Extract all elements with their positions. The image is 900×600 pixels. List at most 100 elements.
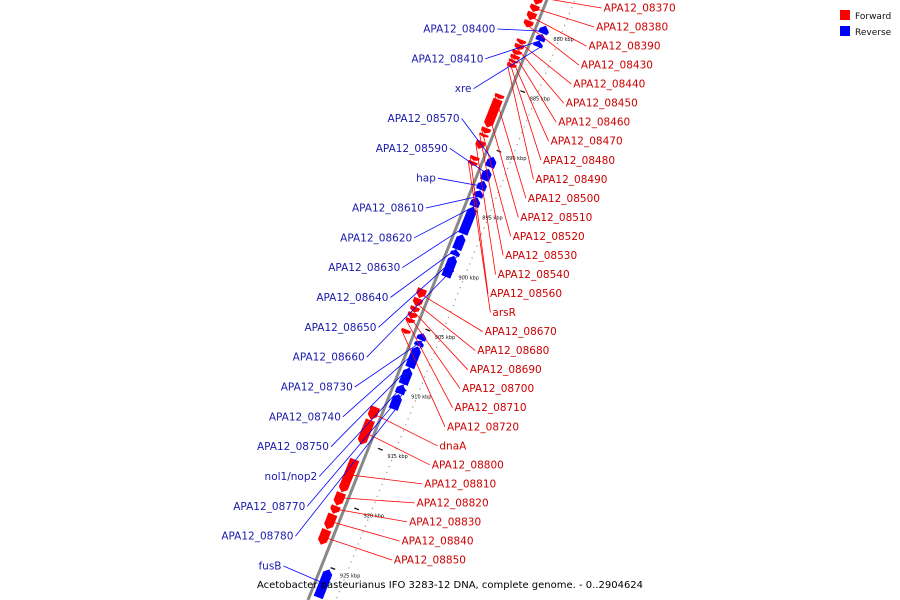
gene-label-apa12-08430[interactable]: APA12_08430	[581, 60, 653, 72]
gene-label-nol1-nop2[interactable]: nol1/nop2	[265, 471, 318, 483]
gene-label-apa12-08830[interactable]: APA12_08830	[409, 516, 481, 528]
gene-arrow-apa12-08370[interactable]	[533, 0, 545, 5]
gene-arrow-apa12-08530[interactable]	[479, 132, 489, 138]
gene-label-apa12-08660[interactable]: APA12_08660	[293, 352, 365, 364]
gene-label-apa12-08400[interactable]: APA12_08400	[423, 24, 495, 36]
gene-label-apa12-08530[interactable]: APA12_08530	[505, 250, 577, 262]
gene-label-hap[interactable]: hap	[416, 173, 436, 185]
gene-label-apa12-08540[interactable]: APA12_08540	[498, 269, 570, 281]
gene-label-apa12-08630[interactable]: APA12_08630	[328, 262, 400, 274]
gene-label-apa12-08620[interactable]: APA12_08620	[340, 232, 412, 244]
gene-label-apa12-08370[interactable]: APA12_08370	[604, 3, 676, 15]
gene-label-apa12-08440[interactable]: APA12_08440	[573, 79, 645, 91]
gene-arrow-apa12-08670[interactable]	[416, 287, 428, 298]
gene-label-apa12-08720[interactable]: APA12_08720	[447, 421, 519, 433]
scale-dot	[459, 287, 461, 289]
gene-label-apa12-08780[interactable]: APA12_08780	[221, 531, 293, 543]
scale-dot	[336, 597, 338, 599]
label-leader	[401, 329, 446, 427]
gene-arrow-apa12-08400[interactable]	[538, 25, 549, 36]
gene-label-apa12-08850[interactable]: APA12_08850	[394, 555, 466, 567]
scale-dot	[367, 519, 369, 521]
gene-label-fusb[interactable]: fusB	[258, 561, 281, 573]
scale-dot	[485, 221, 488, 223]
gene-arrow-apa12-08660[interactable]	[441, 255, 458, 279]
gene-label-xre[interactable]: xre	[455, 83, 472, 95]
gene-arrow-apa12-08730[interactable]	[416, 333, 427, 342]
gene-label-apa12-08560[interactable]: APA12_08560	[490, 288, 562, 300]
gene-label-apa12-08820[interactable]: APA12_08820	[417, 497, 489, 509]
gene-label-apa12-08450[interactable]: APA12_08450	[566, 98, 638, 110]
gene-arrow-apa12-08680[interactable]	[412, 296, 424, 307]
scale-dot	[414, 400, 416, 402]
tick-label: 885 kbp	[530, 97, 550, 103]
gene-label-apa12-08610[interactable]: APA12_08610	[352, 203, 424, 215]
gene-label-apa12-08770[interactable]: APA12_08770	[233, 501, 305, 513]
gene-label-apa12-08670[interactable]: APA12_08670	[485, 326, 557, 338]
label-leader	[416, 291, 484, 332]
gene-label-apa12-08740[interactable]: APA12_08740	[269, 411, 341, 423]
gene-label-apa12-08380[interactable]: APA12_08380	[596, 22, 668, 34]
gene-arrow-apa12-08770[interactable]	[394, 384, 406, 396]
gene-arrow-apa12-08820[interactable]	[333, 491, 346, 506]
gene-arrow-apa12-08520[interactable]	[481, 126, 492, 134]
scale-dot	[514, 149, 516, 152]
gene-label-apa12-08640[interactable]: APA12_08640	[316, 292, 388, 304]
scale-dot	[561, 30, 563, 33]
gene-labels: APA12_08370 APA12_08380 APA12_08390 APA12_0…	[221, 3, 675, 573]
gene-arrow-apa12-08560[interactable]	[469, 154, 480, 161]
scale-dot	[388, 465, 390, 468]
gene-arrow-apa12-08700[interactable]	[407, 311, 418, 319]
gene-arrow-apa12-08430[interactable]	[523, 19, 534, 28]
scale-dot	[530, 108, 533, 110]
gene-label-apa12-08570[interactable]: APA12_08570	[388, 113, 460, 125]
gene-label-apa12-08680[interactable]: APA12_08680	[477, 345, 549, 357]
gene-label-apa12-08470[interactable]: APA12_08470	[551, 136, 623, 148]
gene-label-arsr[interactable]: arsR	[492, 307, 516, 319]
gene-arrow-apa12-08500[interactable]	[494, 92, 505, 99]
gene-label-apa12-08460[interactable]: APA12_08460	[558, 117, 630, 129]
label-leader	[529, 6, 595, 28]
gene-label-apa12-08840[interactable]: APA12_08840	[402, 536, 474, 548]
gene-label-apa12-08700[interactable]: APA12_08700	[462, 383, 534, 395]
gene-label-apa12-08590[interactable]: APA12_08590	[376, 143, 448, 155]
gene-label-apa12-08410[interactable]: APA12_08410	[411, 53, 483, 65]
scale-dot	[447, 316, 450, 319]
gene-label-apa12-08480[interactable]: APA12_08480	[543, 155, 615, 167]
gene-label-apa12-08730[interactable]: APA12_08730	[281, 382, 353, 394]
gene-arrow-apa12-08390[interactable]	[526, 10, 538, 21]
gene-label-apa12-08490[interactable]: APA12_08490	[535, 174, 607, 186]
gene-label-apa12-08650[interactable]: APA12_08650	[304, 322, 376, 334]
gene-arrow-fusb[interactable]	[313, 569, 333, 600]
tick-label: 900 kbp	[459, 275, 479, 281]
scale-dot	[540, 84, 542, 86]
gene-label-apa12-08390[interactable]: APA12_08390	[589, 41, 661, 53]
gene-label-apa12-08750[interactable]: APA12_08750	[257, 441, 329, 453]
gene-label-dnaa[interactable]: dnaA	[439, 440, 467, 452]
scale-dot	[502, 179, 504, 182]
legend-forward-label: Forward	[855, 12, 891, 22]
scale-dot	[419, 388, 421, 390]
scale-dot	[424, 376, 426, 378]
gene-arrow-apa12-08720[interactable]	[401, 327, 411, 334]
scale-dot	[412, 406, 414, 408]
gene-label-apa12-08800[interactable]: APA12_08800	[432, 459, 504, 471]
tick-label: 880 kbp	[553, 37, 573, 43]
gene-arrow-apa12-08460[interactable]	[512, 48, 522, 55]
gene-arrow-apa12-08850[interactable]	[317, 528, 332, 545]
tick-label: 910 kbp	[411, 395, 431, 401]
gene-label-apa12-08520[interactable]: APA12_08520	[513, 231, 585, 243]
label-leader	[361, 430, 430, 466]
gene-arrow-apa12-08840[interactable]	[324, 512, 338, 530]
scale-dot	[345, 573, 348, 575]
gene-arrow-nol1-nop2[interactable]	[398, 367, 413, 386]
gene-arrow-apa12-08800[interactable]	[357, 418, 375, 445]
gene-label-apa12-08500[interactable]: APA12_08500	[528, 193, 600, 205]
gene-label-apa12-08690[interactable]: APA12_08690	[470, 364, 542, 376]
gene-label-apa12-08710[interactable]: APA12_08710	[455, 402, 527, 414]
gene-label-apa12-08810[interactable]: APA12_08810	[424, 478, 496, 490]
gene-arrow-apa12-08470[interactable]	[510, 53, 521, 60]
gene-label-apa12-08510[interactable]: APA12_08510	[520, 212, 592, 224]
gene-arrow-apa12-08640[interactable]	[452, 234, 466, 252]
